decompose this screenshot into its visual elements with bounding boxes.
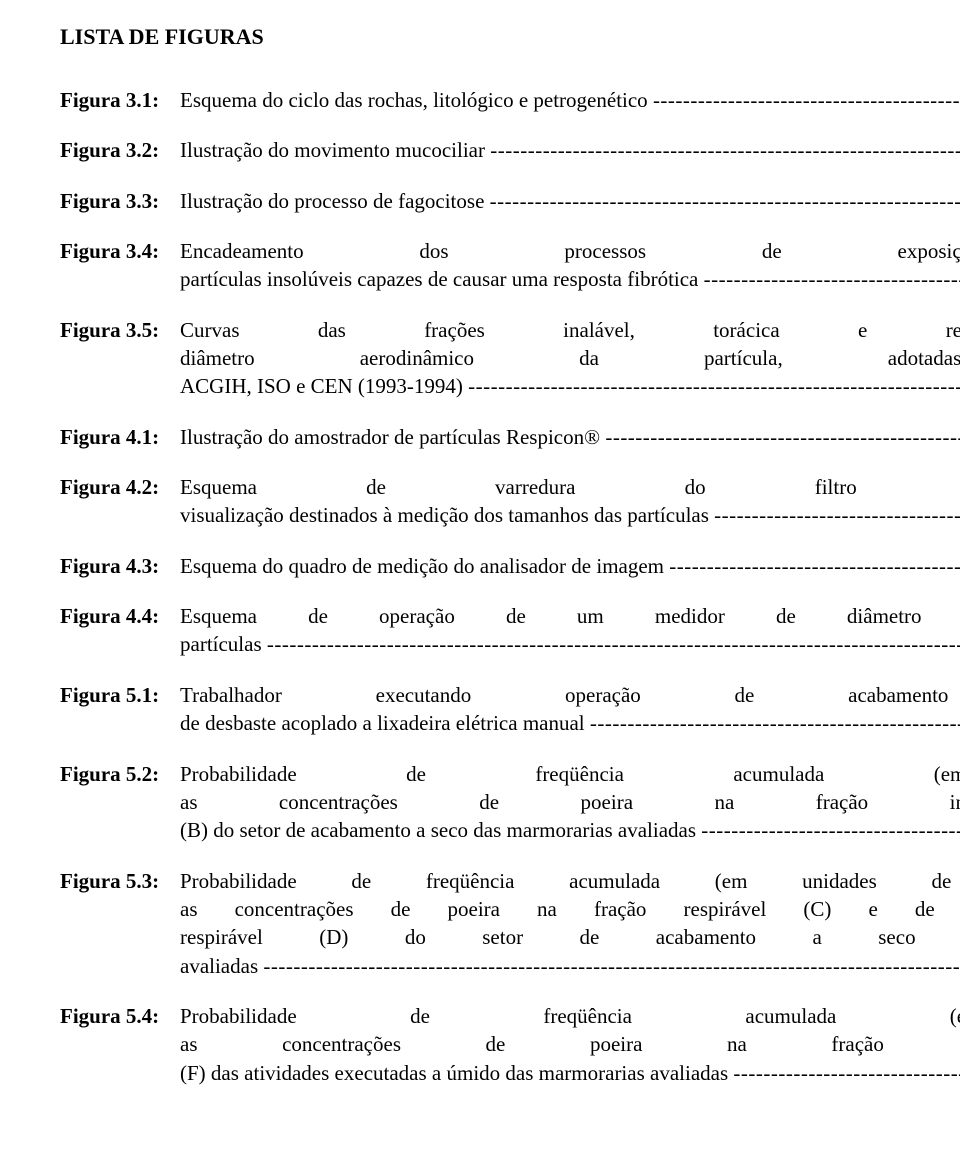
figure-description-line: Probabilidade de freqüência acumulada (e… bbox=[180, 1002, 960, 1030]
figure-description: Encadeamento dos processos de exposição,… bbox=[180, 237, 960, 294]
figure-description: Curvas das frações inalável, torácica e … bbox=[180, 316, 960, 401]
figure-description-line: Esquema de operação de um medidor de diâ… bbox=[180, 602, 960, 630]
figure-description-tail: de desbaste acoplado a lixadeira elétric… bbox=[180, 709, 590, 737]
list-item: Figura 3.5:Curvas das frações inalável, … bbox=[60, 316, 900, 401]
figure-description: Ilustração do amostrador de partículas R… bbox=[180, 423, 960, 451]
figure-description-tail: visualização destinados à medição dos ta… bbox=[180, 501, 714, 529]
figure-description-last-line: (F) das atividades executadas a úmido da… bbox=[180, 1059, 960, 1087]
figure-description-last-line: Esquema do quadro de medição do analisad… bbox=[180, 552, 960, 580]
list-item: Figura 3.1:Esquema do ciclo das rochas, … bbox=[60, 86, 900, 114]
list-item: Figura 3.2:Ilustração do movimento mucoc… bbox=[60, 136, 900, 164]
figure-label: Figura 3.3: bbox=[60, 187, 180, 215]
figure-description-tail: Ilustração do amostrador de partículas R… bbox=[180, 423, 605, 451]
list-item: Figura 5.2:Probabilidade de freqüência a… bbox=[60, 760, 900, 845]
list-item: Figura 4.2:Esquema de varredura do filtr… bbox=[60, 473, 900, 530]
figure-description-tail: Ilustração do movimento mucociliar bbox=[180, 136, 490, 164]
list-item: Figura 3.4:Encadeamento dos processos de… bbox=[60, 237, 900, 294]
figure-description-line: Probabilidade de freqüência acumulada (e… bbox=[180, 760, 960, 788]
figure-label: Figura 4.2: bbox=[60, 473, 180, 501]
figure-description-last-line: ACGIH, ISO e CEN (1993-1994) -----------… bbox=[180, 372, 960, 400]
figure-description-tail: avaliadas bbox=[180, 952, 263, 980]
figure-label: Figura 5.2: bbox=[60, 760, 180, 788]
figure-description-last-line: Ilustração do movimento mucociliar -----… bbox=[180, 136, 960, 164]
figure-label: Figura 4.1: bbox=[60, 423, 180, 451]
figure-description-tail: ACGIH, ISO e CEN (1993-1994) bbox=[180, 372, 468, 400]
figure-description: Ilustração do processo de fagocitose ---… bbox=[180, 187, 960, 215]
figure-description-line: respirável (D) do setor de acabamento a … bbox=[180, 923, 960, 951]
figure-description-line: Esquema de varredura do filtro para sele… bbox=[180, 473, 960, 501]
leader-dashes: ----------------------------------------… bbox=[704, 265, 960, 293]
figure-description-line: Encadeamento dos processos de exposição,… bbox=[180, 237, 960, 265]
figure-description: Esquema do quadro de medição do analisad… bbox=[180, 552, 960, 580]
list-item: Figura 5.4:Probabilidade de freqüência a… bbox=[60, 1002, 900, 1087]
figure-description-line: Trabalhador executando operação de acaba… bbox=[180, 681, 960, 709]
figure-description-last-line: (B) do setor de acabamento a seco das ma… bbox=[180, 816, 960, 844]
figure-description-tail: (B) do setor de acabamento a seco das ma… bbox=[180, 816, 701, 844]
leader-dashes: ----------------------------------------… bbox=[701, 816, 960, 844]
leader-dashes: ----------------------------------------… bbox=[714, 501, 960, 529]
page: LISTA DE FIGURAS Figura 3.1:Esquema do c… bbox=[0, 0, 960, 1149]
page-title: LISTA DE FIGURAS bbox=[60, 24, 900, 50]
figure-description-last-line: Esquema do ciclo das rochas, litológico … bbox=[180, 86, 960, 114]
figure-description-tail: partículas bbox=[180, 630, 267, 658]
figure-description-line: diâmetro aerodinâmico da partícula, adot… bbox=[180, 344, 960, 372]
list-item: Figura 4.3:Esquema do quadro de medição … bbox=[60, 552, 900, 580]
figure-description: Probabilidade de freqüência acumulada (e… bbox=[180, 867, 960, 980]
figure-description-line: as concentrações de poeira na fração res… bbox=[180, 895, 960, 923]
figure-description-last-line: de desbaste acoplado a lixadeira elétric… bbox=[180, 709, 960, 737]
figure-description: Esquema de operação de um medidor de diâ… bbox=[180, 602, 960, 659]
figure-label: Figura 3.5: bbox=[60, 316, 180, 344]
figure-description: Esquema do ciclo das rochas, litológico … bbox=[180, 86, 960, 114]
figure-description: Trabalhador executando operação de acaba… bbox=[180, 681, 960, 738]
figure-label: Figura 5.4: bbox=[60, 1002, 180, 1030]
figure-description-last-line: visualização destinados à medição dos ta… bbox=[180, 501, 960, 529]
figure-description: Ilustração do movimento mucociliar -----… bbox=[180, 136, 960, 164]
figure-description-tail: Esquema do quadro de medição do analisad… bbox=[180, 552, 669, 580]
figure-description-last-line: partículas -----------------------------… bbox=[180, 630, 960, 658]
leader-dashes: ----------------------------------------… bbox=[267, 630, 960, 658]
figure-list: Figura 3.1:Esquema do ciclo das rochas, … bbox=[60, 86, 900, 1087]
figure-description-last-line: Ilustração do amostrador de partículas R… bbox=[180, 423, 960, 451]
figure-description-tail: Ilustração do processo de fagocitose bbox=[180, 187, 490, 215]
figure-label: Figura 4.4: bbox=[60, 602, 180, 630]
leader-dashes: ----------------------------------------… bbox=[468, 372, 960, 400]
leader-dashes: ----------------------------------------… bbox=[263, 952, 960, 980]
figure-description-line: as concentrações de poeira na fração ina… bbox=[180, 1030, 960, 1058]
figure-label: Figura 4.3: bbox=[60, 552, 180, 580]
list-item: Figura 3.3:Ilustração do processo de fag… bbox=[60, 187, 900, 215]
figure-description-tail: Esquema do ciclo das rochas, litológico … bbox=[180, 86, 653, 114]
figure-description: Esquema de varredura do filtro para sele… bbox=[180, 473, 960, 530]
figure-label: Figura 3.4: bbox=[60, 237, 180, 265]
leader-dashes: ----------------------------------------… bbox=[669, 552, 960, 580]
leader-dashes: ----------------------------------------… bbox=[490, 136, 960, 164]
leader-dashes: ----------------------------------------… bbox=[653, 86, 960, 114]
list-item: Figura 4.4:Esquema de operação de um med… bbox=[60, 602, 900, 659]
leader-dashes: ----------------------------------------… bbox=[733, 1059, 960, 1087]
list-item: Figura 4.1:Ilustração do amostrador de p… bbox=[60, 423, 900, 451]
figure-description-tail: partículas insolúveis capazes de causar … bbox=[180, 265, 704, 293]
figure-label: Figura 3.2: bbox=[60, 136, 180, 164]
figure-description-line: Probabilidade de freqüência acumulada (e… bbox=[180, 867, 960, 895]
figure-description-tail: (F) das atividades executadas a úmido da… bbox=[180, 1059, 733, 1087]
figure-description-last-line: Ilustração do processo de fagocitose ---… bbox=[180, 187, 960, 215]
figure-description-line: as concentrações de poeira na fração ina… bbox=[180, 788, 960, 816]
figure-label: Figura 5.1: bbox=[60, 681, 180, 709]
figure-description: Probabilidade de freqüência acumulada (e… bbox=[180, 760, 960, 845]
figure-description-last-line: partículas insolúveis capazes de causar … bbox=[180, 265, 960, 293]
list-item: Figura 5.3:Probabilidade de freqüência a… bbox=[60, 867, 900, 980]
figure-label: Figura 5.3: bbox=[60, 867, 180, 895]
figure-description-last-line: avaliadas ------------------------------… bbox=[180, 952, 960, 980]
list-item: Figura 5.1:Trabalhador executando operaç… bbox=[60, 681, 900, 738]
figure-description-line: Curvas das frações inalável, torácica e … bbox=[180, 316, 960, 344]
figure-label: Figura 3.1: bbox=[60, 86, 180, 114]
leader-dashes: ----------------------------------------… bbox=[605, 423, 960, 451]
leader-dashes: ----------------------------------------… bbox=[590, 709, 960, 737]
figure-description: Probabilidade de freqüência acumulada (e… bbox=[180, 1002, 960, 1087]
leader-dashes: ----------------------------------------… bbox=[490, 187, 960, 215]
